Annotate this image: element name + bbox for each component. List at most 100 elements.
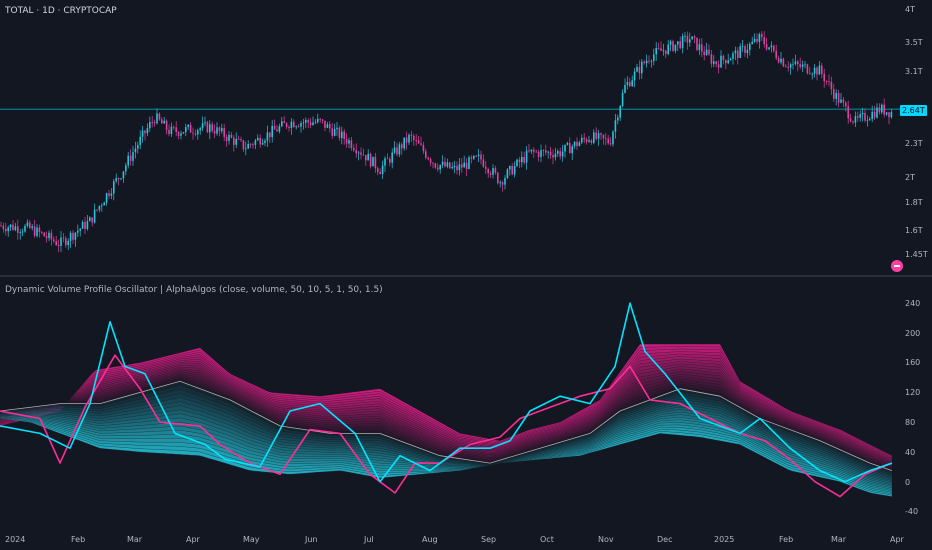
price-chart[interactable]: [0, 0, 932, 275]
candle-body: [787, 67, 789, 68]
candle-body: [117, 178, 120, 179]
candle-body: [451, 166, 453, 169]
candle-body: [379, 171, 381, 175]
price-axis-tick: 2T: [905, 173, 915, 182]
time-axis-tick: Oct: [540, 535, 554, 544]
price-axis-tick: 3.5T: [905, 38, 923, 47]
candle-body: [120, 178, 122, 180]
candle-body: [168, 129, 170, 135]
candle-body: [367, 153, 369, 161]
candle-body: [242, 140, 245, 150]
candle-body: [312, 122, 314, 126]
candle-body: [175, 127, 177, 133]
candle-body: [209, 124, 211, 133]
candle-body: [746, 49, 749, 54]
time-axis-tick: Dec: [657, 535, 673, 544]
candle-body: [300, 123, 302, 127]
pane-separator[interactable]: [0, 275, 932, 277]
candle-body: [338, 127, 341, 139]
oscillator-chart[interactable]: [0, 277, 932, 525]
oscillator-pane[interactable]: [0, 277, 932, 525]
price-axis-tick: 2.3T: [905, 139, 923, 148]
candle-body: [794, 61, 797, 64]
candle-body: [122, 171, 125, 179]
candle-body: [583, 137, 585, 140]
candle-body: [266, 132, 269, 141]
candle-body: [369, 153, 372, 167]
candle-body: [535, 151, 537, 153]
candle-body: [537, 151, 540, 157]
time-axis-tick: Feb: [779, 535, 794, 544]
candle-body: [432, 162, 434, 164]
candle-body: [873, 111, 876, 118]
candle-body: [890, 112, 893, 118]
candle-body: [345, 139, 348, 144]
candle-body: [353, 148, 355, 151]
candle-body: [797, 61, 799, 65]
candle-body: [19, 232, 21, 233]
candle-body: [521, 156, 523, 163]
candle-body: [837, 93, 840, 103]
candle-body: [429, 159, 432, 163]
candle-body: [492, 168, 494, 175]
candle-body: [365, 155, 367, 161]
candle-body: [189, 124, 192, 133]
candle-body: [593, 132, 595, 143]
candle-body: [470, 157, 473, 159]
candle-body: [389, 158, 391, 163]
candle-body: [475, 155, 477, 157]
candle-body: [134, 148, 137, 153]
candle-body: [110, 193, 113, 196]
candle-body: [705, 49, 708, 56]
candle-body: [197, 130, 199, 135]
last-price-tag[interactable]: 2.64T: [900, 105, 927, 116]
candle-body: [734, 50, 737, 54]
candle-body: [381, 165, 384, 175]
candle-body: [96, 209, 98, 211]
candle-body: [691, 36, 693, 40]
candle-body: [149, 122, 151, 129]
candle-body: [425, 151, 427, 158]
candle-body: [528, 150, 530, 152]
candle-body: [559, 151, 561, 157]
candle-body: [753, 38, 756, 42]
candle-body: [283, 121, 285, 124]
candle-body: [156, 113, 158, 124]
candle-body: [14, 226, 17, 231]
alert-badge-icon[interactable]: [891, 260, 903, 272]
candle-body: [204, 122, 206, 124]
candle-body: [453, 165, 456, 167]
candle-body: [499, 182, 501, 184]
candle-body: [516, 159, 518, 166]
candle-body: [859, 114, 861, 118]
candle-body: [221, 128, 223, 132]
candle-body: [441, 161, 444, 166]
candle-body: [439, 165, 441, 170]
candle-body: [247, 143, 249, 149]
candle-body: [657, 47, 660, 49]
candle-body: [237, 138, 240, 140]
candle-body: [48, 232, 50, 238]
candle-body: [343, 131, 345, 140]
candle-body: [360, 152, 362, 155]
candle-body: [813, 67, 816, 74]
candle-body: [590, 140, 593, 143]
candle-body: [434, 163, 437, 168]
candle-body: [561, 151, 564, 157]
price-pane[interactable]: [0, 0, 932, 275]
candle-body: [638, 66, 641, 74]
candle-body: [485, 166, 487, 169]
candle-body: [309, 122, 312, 126]
candle-body: [842, 99, 845, 103]
candle-body: [269, 132, 271, 138]
candle-body: [854, 116, 857, 123]
candle-body: [744, 46, 746, 54]
candle-body: [151, 122, 153, 123]
candle-body: [518, 159, 521, 163]
candle-body: [281, 121, 283, 127]
candle-body: [413, 135, 415, 141]
candle-body: [619, 106, 621, 118]
candle-body: [60, 237, 62, 246]
candle-body: [480, 154, 482, 160]
candle-body: [271, 125, 273, 138]
